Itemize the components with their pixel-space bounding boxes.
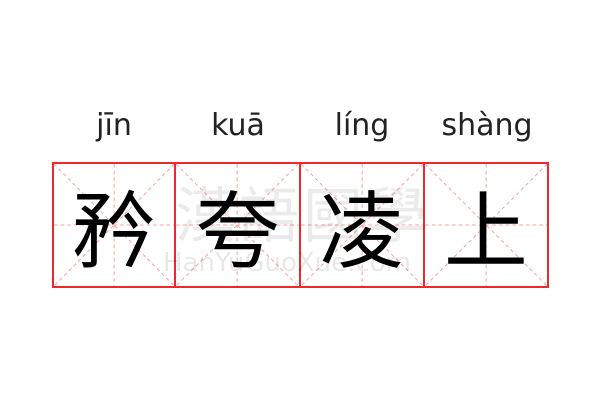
- character-grid: 矜 夸 凌 上: [52, 162, 549, 288]
- pinyin-3: líng: [334, 108, 390, 143]
- pinyin-1: jīn: [96, 108, 132, 143]
- pinyin-2: kuā: [211, 108, 265, 143]
- character-cell: 夸: [174, 162, 301, 288]
- character-cell: 矜: [52, 162, 177, 288]
- character: 上: [443, 182, 528, 281]
- character-cell: 上: [422, 162, 549, 288]
- character: 凌: [319, 182, 404, 281]
- watermark-url: HanYuGuoXue.com: [163, 248, 411, 278]
- watermark-logo: 漢語國學: [175, 182, 431, 252]
- character: 夸: [195, 182, 280, 281]
- character-cell: 凌: [298, 162, 425, 288]
- character: 矜: [72, 182, 157, 281]
- pinyin-4: shàng: [441, 108, 533, 143]
